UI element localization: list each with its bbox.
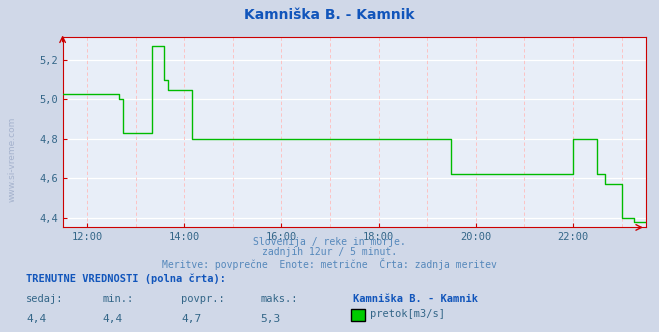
Text: pretok[m3/s]: pretok[m3/s] <box>370 309 445 319</box>
Text: www.si-vreme.com: www.si-vreme.com <box>8 117 17 202</box>
Text: Meritve: povprečne  Enote: metrične  Črta: zadnja meritev: Meritve: povprečne Enote: metrične Črta:… <box>162 258 497 270</box>
Text: TRENUTNE VREDNOSTI (polna črta):: TRENUTNE VREDNOSTI (polna črta): <box>26 274 226 285</box>
Text: 4,4: 4,4 <box>26 314 47 324</box>
Text: Slovenija / reke in morje.: Slovenija / reke in morje. <box>253 237 406 247</box>
Text: Kamniška B. - Kamnik: Kamniška B. - Kamnik <box>353 294 478 304</box>
Text: sedaj:: sedaj: <box>26 294 64 304</box>
Text: zadnjih 12ur / 5 minut.: zadnjih 12ur / 5 minut. <box>262 247 397 257</box>
Text: povpr.:: povpr.: <box>181 294 225 304</box>
Text: 5,3: 5,3 <box>260 314 281 324</box>
Text: Kamniška B. - Kamnik: Kamniška B. - Kamnik <box>244 8 415 22</box>
Text: min.:: min.: <box>102 294 133 304</box>
Text: 4,7: 4,7 <box>181 314 202 324</box>
Text: 4,4: 4,4 <box>102 314 123 324</box>
Text: maks.:: maks.: <box>260 294 298 304</box>
